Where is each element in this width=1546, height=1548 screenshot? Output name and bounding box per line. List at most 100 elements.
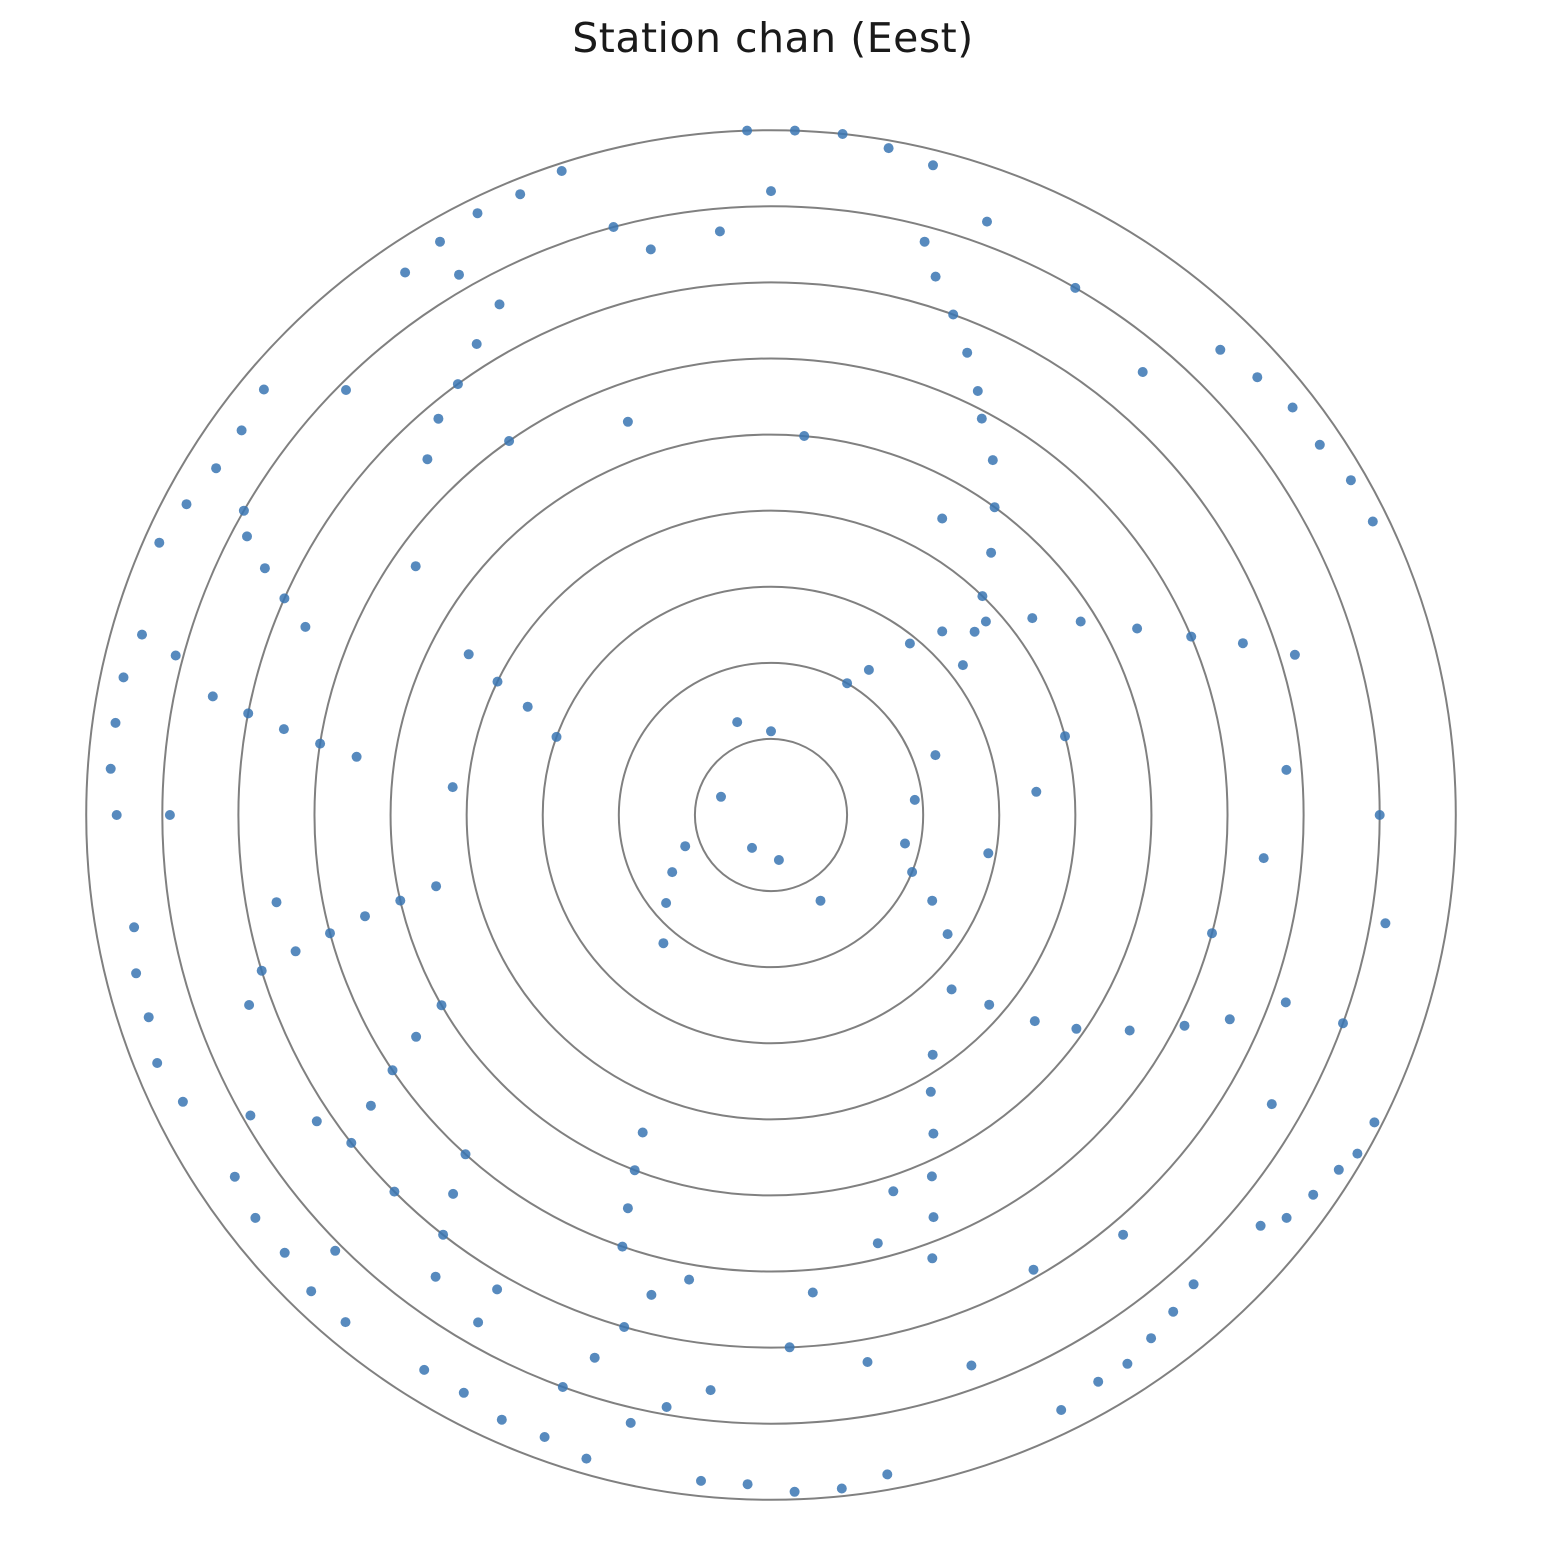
scatter-point [646,1289,657,1300]
scatter-point [617,1241,628,1252]
scatter-point [245,1110,256,1121]
chart-title: Station chan (Eest) [572,14,974,62]
scatter-point [1124,1025,1135,1036]
scatter-point [1093,1376,1104,1387]
scatter-point [1369,1117,1380,1128]
scatter-point [1281,1212,1292,1223]
scatter-point [581,1453,592,1464]
scatter-point [926,1171,937,1182]
scatter-point [1215,344,1226,355]
scatter-point [927,895,938,906]
scatter-point [622,1203,633,1214]
scatter-point [242,531,252,542]
scatter-point [1029,1016,1040,1027]
scatter-point [629,1165,640,1176]
scatter-point [154,537,165,548]
scatter-point [400,267,411,278]
scatter-point [962,347,973,358]
scatter-point [1258,853,1269,864]
scatter-point [645,244,656,255]
scatter-point [742,1479,753,1490]
scatter-point [435,236,445,247]
scatter-point [696,1475,706,1486]
scatter-point [969,626,980,637]
scatter-point [556,166,567,176]
scatter-point [1188,1279,1199,1290]
scatter-point [341,385,351,395]
scatter-point [1168,1306,1179,1317]
scatter-point [773,855,784,865]
scatter-point [496,1414,507,1425]
scatter-point [928,1212,939,1223]
scatter-point [1075,616,1086,627]
scatter-point [977,591,988,602]
scatter-point [1070,282,1081,293]
scatter-point [705,1385,716,1396]
scatter-point [539,1432,550,1442]
scatter-point [411,1031,422,1042]
scatter-point [448,1188,459,1199]
scatter-point [684,1274,695,1285]
scatter-point [984,999,995,1010]
scatter-point [667,867,678,878]
scatter-point [900,838,910,849]
scatter-point [170,650,181,661]
scatter-point [1380,918,1391,929]
scatter-point [837,129,848,139]
scatter-point [716,791,726,802]
scatter-point [957,660,968,671]
scatter-point [1333,1164,1344,1175]
scatter-point [346,1137,357,1148]
scatter-point [1179,1020,1190,1031]
scatter-point [129,922,140,933]
scatter-point [438,1229,449,1240]
scatter-point [300,621,311,632]
grid-ring [693,737,849,893]
scatter-point [259,563,270,574]
scatter-point [608,222,619,232]
scatter-point [661,898,672,908]
scatter-point [1338,1018,1348,1029]
scatter-point [1027,613,1038,624]
grid-rings [85,129,1457,1501]
scatter-point [983,848,994,859]
scatter-point [1118,1229,1129,1240]
scatter-point [279,1247,290,1258]
scatter-point [504,436,515,446]
grid-ring [389,433,1153,1197]
scatter-point [1060,731,1070,742]
scatter-point [919,236,930,247]
scatter-point [680,841,691,852]
scatter-point [460,1149,471,1160]
scatter-point [278,724,289,735]
scatter-point [925,1086,936,1097]
scatter-point [430,1271,441,1282]
scatter-point [410,561,421,572]
scatter-point [625,1417,636,1428]
scatter-point [311,1116,322,1127]
scatter-point [766,726,776,737]
scatter-point [986,547,997,558]
scatter-point [976,413,987,424]
grid-ring [313,357,1229,1273]
scatter-point [436,1000,447,1011]
scatter-point [1122,1358,1133,1369]
scatter-point [551,731,562,742]
scatter-point [164,810,175,820]
data-points [105,125,1391,1497]
scatter-point [888,1186,899,1197]
grid-ring [541,585,1001,1045]
scatter-point [930,271,941,282]
scatter-point [732,717,743,728]
scatter-point [522,701,533,712]
scatter-point [842,678,853,689]
scatter-point [306,1286,317,1297]
scatter-point [637,1127,648,1138]
scatter-point [211,463,222,474]
scatter-point [1237,638,1248,649]
scatter-point [799,431,810,441]
scatter-point [658,938,669,949]
scatter-point [422,454,433,465]
scatter-point [589,1352,600,1363]
